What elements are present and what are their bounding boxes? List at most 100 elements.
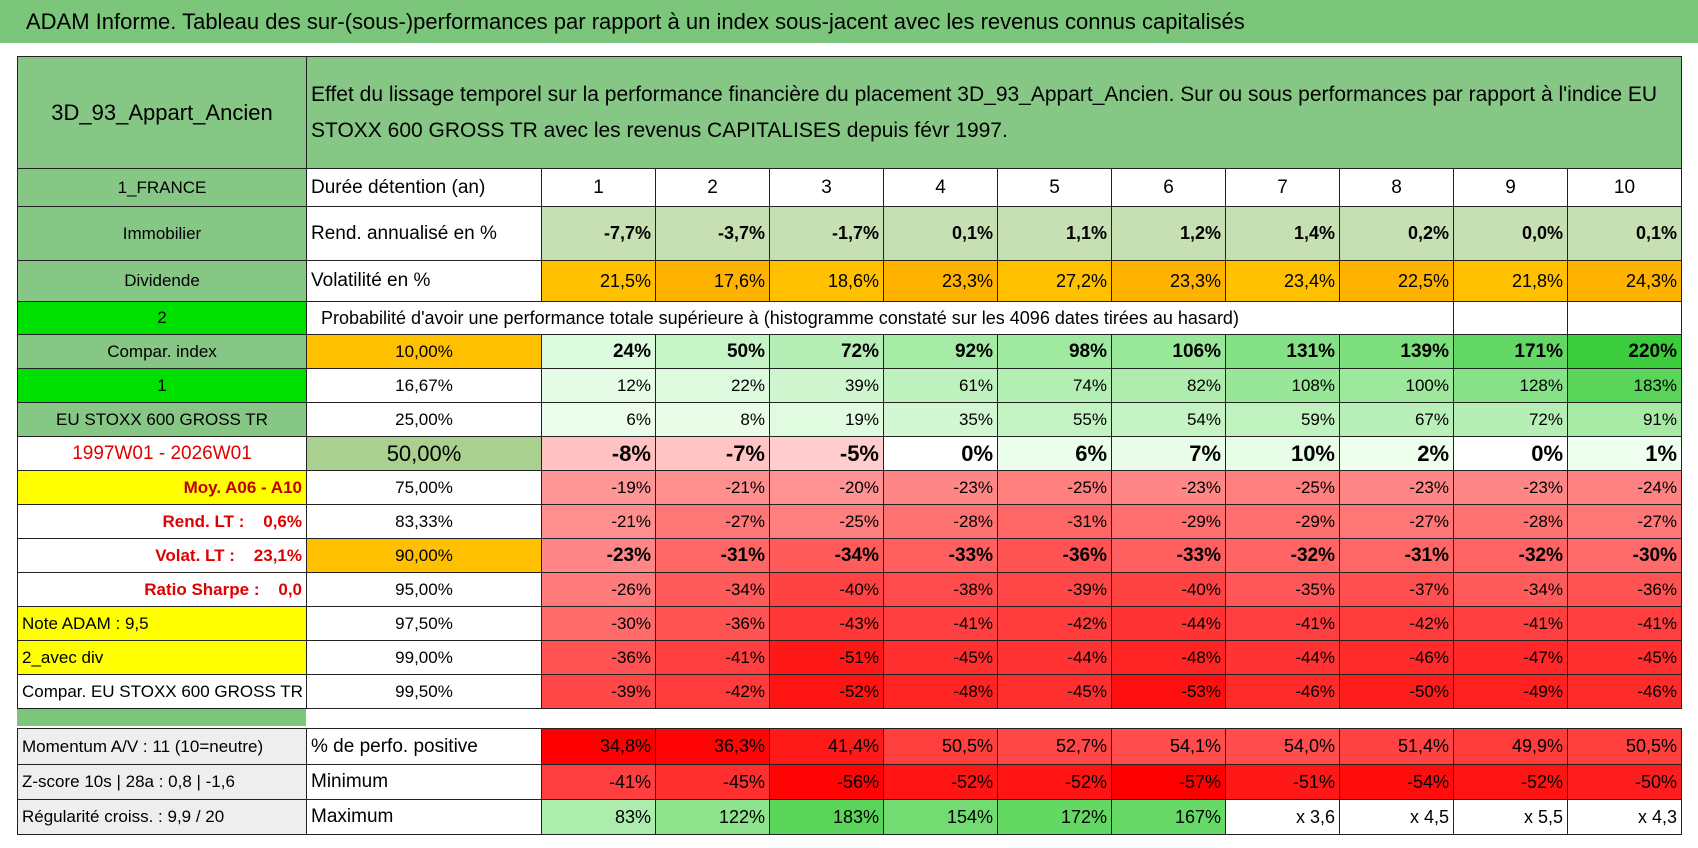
table-cell: Immobilier [17,206,307,261]
table-cell: 91% [1567,402,1682,437]
table-cell: Minimum [306,764,542,800]
table-cell: 6% [997,436,1112,471]
table-cell: -45% [655,764,770,800]
table-cell: Rend. LT : 0,6% [17,504,307,539]
table-cell: -44% [997,640,1112,675]
table-cell: 167% [1111,799,1226,835]
table-cell: -41% [1453,606,1568,641]
table-cell: 23,3% [1111,260,1226,302]
table-cell: -36% [655,606,770,641]
table-cell: Effet du lissage temporel sur la perform… [306,56,1682,169]
table-cell: -56% [769,764,884,800]
table-cell: -23% [1111,470,1226,505]
table-cell: Z-score 10s | 28a : 0,8 | -1,6 [17,764,307,800]
table-cell: 9 [1453,168,1568,207]
table-cell: -25% [769,504,884,539]
table-cell: -27% [655,504,770,539]
table-cell: 8 [1339,168,1454,207]
table-cell: 24% [541,334,656,369]
table-cell: -44% [1111,606,1226,641]
table-cell: 131% [1225,334,1340,369]
table-cell: 90,00% [306,538,542,573]
table-cell: 41,4% [769,728,884,765]
table-cell: 72% [769,334,884,369]
table-cell [1453,301,1568,335]
table-cell: Compar. EU STOXX 600 GROSS TR [17,674,307,709]
table-cell: -52% [1453,764,1568,800]
table-cell: 1,4% [1225,206,1340,261]
table-cell: -37% [1339,572,1454,607]
table-cell: 10 [1567,168,1682,207]
table-cell: 97,50% [306,606,542,641]
title-bar: ADAM Informe. Tableau des sur-(sous-)per… [0,0,1698,43]
table-cell: -33% [883,538,998,573]
table-cell: % de perfo. positive [306,728,542,765]
table-cell: 2_avec div [17,640,307,675]
table-cell: -28% [883,504,998,539]
table-cell: -27% [1339,504,1454,539]
table-cell: 2% [1339,436,1454,471]
table-cell: -31% [655,538,770,573]
table-cell: 108% [1225,368,1340,403]
table-cell: Volat. LT : 23,1% [17,538,307,573]
table-cell: -41% [883,606,998,641]
table-cell: 5 [997,168,1112,207]
table-cell: 139% [1339,334,1454,369]
table-cell: 1,1% [997,206,1112,261]
table-cell: -41% [541,764,656,800]
table-cell: -34% [1453,572,1568,607]
table-cell: -31% [1339,538,1454,573]
table-cell: 75,00% [306,470,542,505]
table-cell: 6% [541,402,656,437]
table-cell: 25,00% [306,402,542,437]
table-cell: 61% [883,368,998,403]
table-cell: 35% [883,402,998,437]
table-cell: -21% [541,504,656,539]
table-cell: 106% [1111,334,1226,369]
table-cell: x 3,6 [1225,799,1340,835]
table-cell: -34% [769,538,884,573]
table-cell: -54% [1339,764,1454,800]
table-cell: 74% [997,368,1112,403]
table-cell: -31% [997,504,1112,539]
table-cell: 50,00% [306,436,542,471]
table-cell: -23% [1453,470,1568,505]
table-cell: -44% [1225,640,1340,675]
table-cell: -46% [1225,674,1340,709]
table-cell: 54,0% [1225,728,1340,765]
table-cell: 10% [1225,436,1340,471]
table-cell: -19% [541,470,656,505]
table-cell: 21,5% [541,260,656,302]
table-cell: 50,5% [1567,728,1682,765]
table-cell: Note ADAM : 9,5 [17,606,307,641]
table-cell: 183% [769,799,884,835]
table-cell: 51,4% [1339,728,1454,765]
table-cell: 4 [883,168,998,207]
table-cell: 1 [541,168,656,207]
table-cell: -46% [1339,640,1454,675]
table-cell: Dividende [17,260,307,302]
table-cell: -30% [541,606,656,641]
table-cell: -42% [997,606,1112,641]
table-cell: -45% [1567,640,1682,675]
table-cell: -51% [769,640,884,675]
table-cell: -25% [1225,470,1340,505]
table-cell: 39% [769,368,884,403]
table-cell: -20% [769,470,884,505]
table-cell: 122% [655,799,770,835]
table-cell: Régularité croiss. : 9,9 / 20 [17,799,307,835]
table-cell: 1997W01 - 2026W01 [17,436,307,471]
table-cell: -52% [769,674,884,709]
table-cell: -46% [1567,674,1682,709]
table-cell: 10,00% [306,334,542,369]
table-cell: 1_FRANCE [17,168,307,207]
table-cell: -5% [769,436,884,471]
table-cell: 2 [655,168,770,207]
table-cell: -23% [1339,470,1454,505]
table-cell: -23% [541,538,656,573]
table-cell: 3D_93_Appart_Ancien [17,56,307,169]
table-cell: -41% [655,640,770,675]
table-cell: 98% [997,334,1112,369]
table-cell: -33% [1111,538,1226,573]
